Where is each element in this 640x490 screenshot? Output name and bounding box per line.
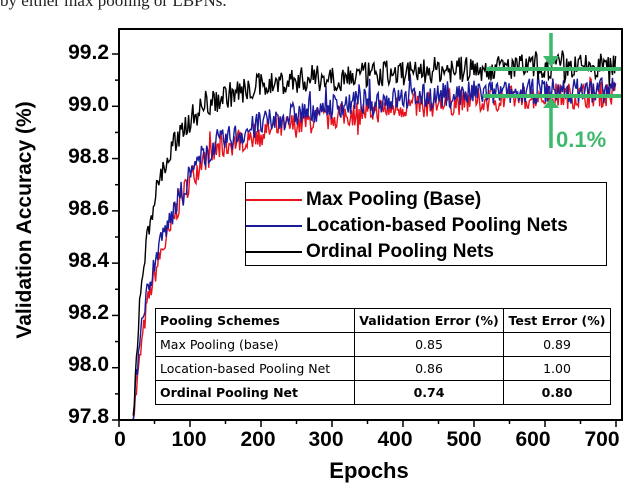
table-cell: 0.89 xyxy=(503,332,611,357)
legend-label: Ordinal Pooling Nets xyxy=(306,241,494,262)
annotation-bracket xyxy=(483,33,621,148)
table-cell: Location-based Pooling Net xyxy=(155,356,355,381)
table-row: Ordinal Pooling Net 0.74 0.80 xyxy=(155,380,611,405)
y-tick-label: 98.4 xyxy=(68,249,109,272)
results-table: Pooling Schemes Validation Error (%) Tes… xyxy=(155,308,611,405)
legend-item-ordinal: Ordinal Pooling Nets xyxy=(246,239,606,265)
y-tick-label: 98.6 xyxy=(68,197,109,220)
legend: Max Pooling (Base) Location-based Poolin… xyxy=(245,182,607,266)
table-header: Pooling Schemes xyxy=(155,308,355,333)
annotation-label: 0.1% xyxy=(556,127,607,152)
table-row: Location-based Pooling Net 0.86 1.00 xyxy=(155,356,611,381)
y-axis-label: Validation Accuracy (%) xyxy=(13,101,36,339)
x-tick-label: 300 xyxy=(308,428,344,451)
table-cell: 0.86 xyxy=(354,356,504,381)
data-curves xyxy=(132,50,617,421)
x-axis-label: Epochs xyxy=(329,458,409,483)
x-tick-label: 400 xyxy=(377,428,413,451)
caption-fragment: by either max pooling or LBPNs. xyxy=(0,0,227,10)
table-header: Test Error (%) xyxy=(503,308,611,333)
x-tick-label: 600 xyxy=(515,428,551,451)
table-cell: 1.00 xyxy=(503,356,611,381)
y-tick-label: 99.2 xyxy=(68,41,109,64)
y-tick-label: 99.0 xyxy=(68,93,109,116)
x-tick-label: 0 xyxy=(114,428,126,451)
legend-swatch-blue xyxy=(246,225,302,227)
table-cell: 0.85 xyxy=(354,332,504,357)
table-cell: 0.80 xyxy=(503,380,611,405)
table-header-row: Pooling Schemes Validation Error (%) Tes… xyxy=(155,308,611,333)
plot-frame xyxy=(118,28,623,421)
table-cell: 0.74 xyxy=(354,380,504,405)
legend-item-location-based: Location-based Pooling Nets xyxy=(246,213,606,239)
x-tick-label: 100 xyxy=(171,428,207,451)
series-line xyxy=(132,50,617,416)
table-header: Validation Error (%) xyxy=(354,308,504,333)
legend-label: Location-based Pooling Nets xyxy=(306,215,568,236)
y-tick-label: 98.2 xyxy=(68,301,109,324)
y-tick-label: 98.0 xyxy=(68,353,109,376)
axis-ticks xyxy=(112,53,617,427)
y-tick-label: 98.8 xyxy=(68,145,109,168)
legend-label: Max Pooling (Base) xyxy=(306,189,482,210)
table-cell: Max Pooling (base) xyxy=(155,332,355,357)
legend-swatch-red xyxy=(246,199,302,201)
series-line xyxy=(132,70,617,421)
table-cell: Ordinal Pooling Net xyxy=(155,380,355,405)
legend-swatch-black xyxy=(246,251,302,253)
y-tick-label: 97.8 xyxy=(68,405,109,428)
x-tick-label: 700 xyxy=(584,428,620,451)
table-row: Max Pooling (base) 0.85 0.89 xyxy=(155,332,611,357)
x-tick-label: 500 xyxy=(446,428,482,451)
x-tick-label: 200 xyxy=(240,428,276,451)
legend-item-max-pooling: Max Pooling (Base) xyxy=(246,187,606,213)
